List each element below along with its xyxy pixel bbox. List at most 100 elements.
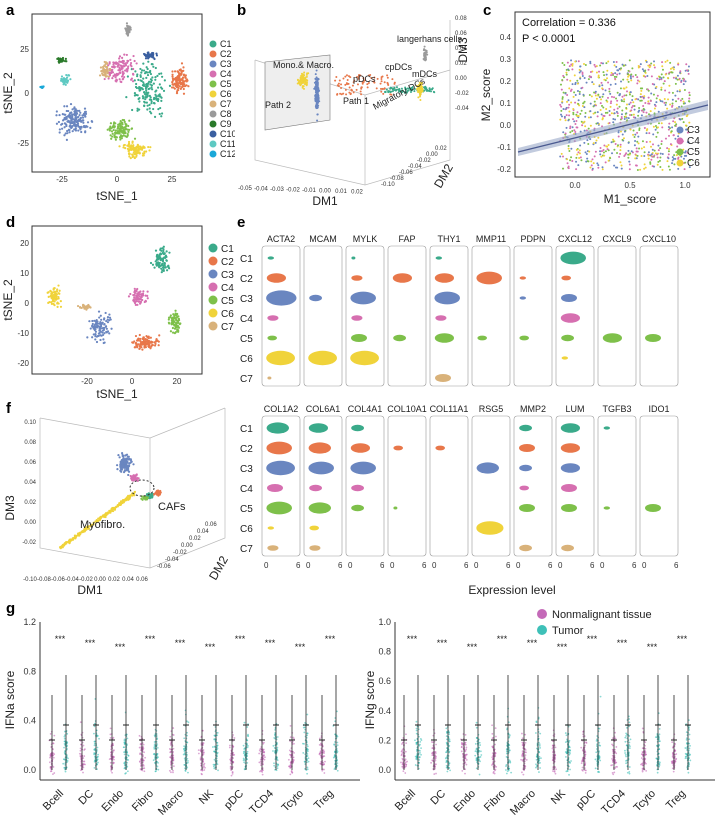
a-point-C1 [136,75,139,78]
g-left-point-Macro [172,769,174,772]
f-point-c2 [159,491,162,494]
g-left-point-pDC [230,774,233,777]
a-point-C1 [148,87,151,90]
c-point [630,109,633,112]
c-point [605,108,608,111]
g-left-point-Endo [109,761,112,764]
e-xtick-6: 6 [590,561,595,570]
a-point-C1 [160,72,163,75]
e-violin-MYLK-C3 [350,291,376,305]
d-point-C1 [163,256,166,259]
g-left-point-pDC [244,751,247,754]
b-point-dcs [425,88,428,91]
d-point-C2 [146,335,149,339]
a-point-C5 [109,122,113,125]
f-point-c3 [128,462,131,465]
c-point [586,139,589,142]
a-point-C3 [70,111,73,114]
d-point-C4 [129,292,132,296]
d-point-C3 [91,319,94,323]
g-left-point-DC [82,744,85,747]
c-point [569,79,572,82]
c-point [571,126,574,129]
a-point-C2 [185,78,189,81]
c-point [620,116,623,119]
b-point-mono [315,99,318,102]
c-point [560,105,563,108]
g-left-point-pDC [246,750,249,753]
b-point-path1 [334,79,337,82]
a-legend-swatch-C7 [209,100,217,108]
b-ytick: 0.02 [455,61,467,67]
g-left-point-TCD4 [261,769,264,772]
f-point-myofibro [85,526,88,529]
g-left-point-DC [83,755,86,757]
e-violin-ACTA2-C3 [266,290,297,306]
b-point-mono [315,69,318,72]
d-point-C7 [79,306,82,309]
c-point [636,154,639,157]
c-point [601,117,604,120]
c-point [595,97,598,100]
b-point-path1 [363,79,366,82]
c-point [675,100,678,103]
f-xtick: 0.04 [122,577,134,583]
e-violin-COL6A1-C7 [309,545,321,551]
d-point-C2 [142,336,145,339]
a-point-C1 [139,74,142,77]
b-ylabel: DM3 [456,37,470,63]
c-point [625,86,628,89]
d-point-C3 [94,322,97,326]
c-point [671,162,674,165]
b-point-mono [313,87,316,90]
d-point-C6 [52,291,55,294]
c-point [674,82,677,85]
c-point [577,115,580,118]
f-ytick: 0.10 [24,420,36,426]
e-gene-PDPN: PDPN [520,234,545,244]
a-point-C7 [106,72,109,75]
c-point [630,73,633,76]
a-point-C2 [182,81,185,84]
a-point-C10 [152,56,155,59]
panel-b-3d: Mono.& Macro. Path 2 Path 1 pDCs cpDCs m… [238,16,470,208]
e-gene-box-COL1A2 [261,415,301,557]
b-point-path1 [337,84,340,87]
b-xtick: -0.05 [238,186,252,192]
c-point [587,143,590,146]
c-point [561,62,564,65]
c-point [654,124,657,127]
c-point [656,77,659,80]
c-point [589,166,592,169]
c-point [649,110,652,113]
a-point-C4 [115,62,118,65]
a-point-C2 [181,83,184,86]
b-point-dcs [411,88,414,91]
b-point-path1 [344,75,347,78]
b-point-path1 [386,82,389,85]
c-point [591,81,594,84]
c-point [589,71,592,74]
a-point-C5 [113,125,116,129]
c-ytick: -0.2 [497,165,511,174]
a-point-C11 [65,73,68,77]
a-point-C3 [83,114,87,117]
a-point-C9 [64,57,67,60]
g-left-point-pDC [246,739,249,742]
c-point [640,109,643,112]
d-point-C7 [84,305,87,309]
d-point-C6 [56,305,59,308]
d-point-C3 [105,331,108,334]
c-point [563,63,566,66]
panel-label-d: d [6,214,16,231]
e-row-label-C3: C3 [240,294,253,305]
a-point-C6 [128,153,131,156]
b-ztick: -0.04 [408,164,422,170]
c-point [589,60,592,63]
g-left-point-Macro [172,771,174,774]
d-point-C6 [50,302,53,305]
a-point-C3 [78,119,81,122]
g-left-point-NK [199,758,202,761]
g-left-point-Bcell [67,757,69,760]
